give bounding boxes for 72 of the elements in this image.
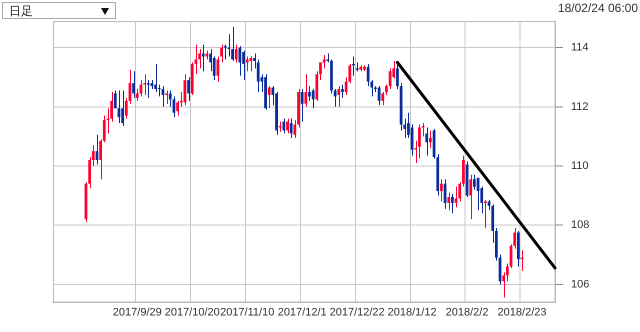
candlestick xyxy=(96,134,98,165)
candlestick xyxy=(146,80,150,98)
y-tick-label: 106 xyxy=(571,278,590,290)
y-tick-label: 112 xyxy=(571,100,589,113)
candlestick xyxy=(282,118,286,134)
candlestick xyxy=(246,56,249,72)
candlestick xyxy=(322,54,326,69)
candlestick xyxy=(154,63,157,92)
candlestick xyxy=(118,90,120,124)
candlestick xyxy=(520,250,524,272)
candlestick xyxy=(308,86,311,102)
candlestick xyxy=(278,121,282,132)
candlestick xyxy=(286,118,289,134)
candlestick xyxy=(162,86,164,108)
candlestick xyxy=(440,178,443,202)
x-tick-label: 2018/2/2 xyxy=(446,306,488,319)
candlestick xyxy=(238,46,242,76)
x-tick-label: 2018/2/23 xyxy=(498,306,546,319)
candlestick xyxy=(249,56,252,72)
candlestick xyxy=(136,88,139,102)
candlestick xyxy=(176,100,179,116)
candlestick xyxy=(209,48,212,72)
candlestick xyxy=(242,50,245,81)
candlestick xyxy=(300,88,304,122)
candlestick xyxy=(220,44,223,63)
candlestick xyxy=(341,84,344,98)
candlestick xyxy=(484,199,487,229)
x-tick-label: 2018/1/12 xyxy=(388,306,437,319)
y-tick-label: 110 xyxy=(571,160,589,172)
candlestick xyxy=(165,90,168,104)
candlestick xyxy=(158,84,161,97)
candlestick xyxy=(469,174,472,220)
candlestick xyxy=(121,90,124,127)
candlestick xyxy=(312,88,315,109)
candlestick xyxy=(228,34,230,57)
candlestick xyxy=(143,74,146,96)
candlestick xyxy=(231,26,234,62)
candlestick xyxy=(476,177,480,211)
candlestick xyxy=(187,76,190,102)
candlestick xyxy=(447,192,450,211)
x-tick-label: 2017/12/22 xyxy=(330,306,385,319)
candlestick xyxy=(381,91,384,106)
candlestick xyxy=(451,194,454,214)
candlestick xyxy=(234,44,238,63)
candlestick xyxy=(352,56,355,76)
candlestick xyxy=(202,44,205,72)
candlestick xyxy=(454,186,458,208)
candlestick xyxy=(114,90,117,109)
candlestick xyxy=(334,88,337,108)
candlestick xyxy=(290,118,293,138)
candlestick xyxy=(473,174,476,190)
candlestick xyxy=(268,86,271,109)
candlestick xyxy=(337,86,340,108)
x-tick-label: 2017/9/29 xyxy=(112,306,162,319)
y-tick-label: 114 xyxy=(571,42,589,54)
candlestick xyxy=(304,74,308,108)
candlestick xyxy=(140,80,142,97)
y-tick-label: 108 xyxy=(571,219,590,232)
candlestick xyxy=(224,44,227,60)
candlestick xyxy=(216,56,220,82)
candlestick xyxy=(184,74,186,106)
candlestick xyxy=(418,124,421,160)
x-tick-label: 2017/12/1 xyxy=(278,306,327,319)
x-tick-label: 2017/10/20 xyxy=(164,306,220,319)
candlestick xyxy=(425,126,428,156)
candlestick xyxy=(378,86,380,106)
text: 18/02/24 06:00 xyxy=(558,1,638,15)
x-tick-label: 2017/11/10 xyxy=(220,306,274,319)
candlestick xyxy=(444,178,446,210)
candlestick xyxy=(132,70,135,98)
text: 日足 xyxy=(9,4,33,18)
candlestick xyxy=(429,130,432,149)
